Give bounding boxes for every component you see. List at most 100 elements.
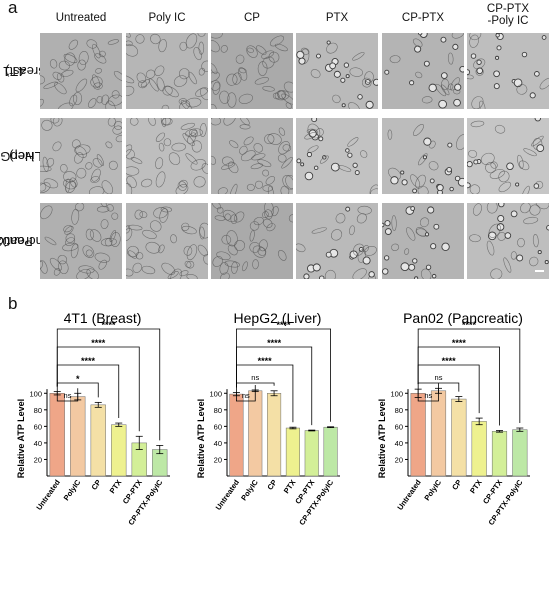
significance-label: ns	[251, 373, 259, 382]
x-tick-label: PolyIC	[239, 478, 260, 503]
significance-bracket	[417, 364, 480, 414]
bar	[410, 393, 426, 477]
micrograph-column-label: CP-PTX	[401, 12, 445, 24]
y-axis-label: Relative ATP Level	[377, 399, 387, 478]
significance-label: ****	[258, 356, 273, 366]
micrograph-image	[467, 33, 549, 109]
micrograph-column-label: PTX	[325, 12, 349, 24]
significance-label: ****	[91, 338, 106, 348]
significance-bracket	[56, 328, 161, 441]
x-tick-label: Untreated	[34, 478, 62, 512]
significance-label: ****	[101, 320, 116, 330]
y-tick-label: 40	[395, 439, 403, 448]
chart-title: Pan02 (Pancreatic)	[403, 310, 523, 326]
micrograph-image	[296, 33, 378, 109]
x-tick-label: PolyIC	[62, 478, 83, 503]
micrograph-column-label: Untreated	[55, 12, 107, 24]
bar	[70, 396, 86, 477]
micrograph-image	[382, 33, 464, 109]
y-tick-label: 20	[34, 455, 42, 464]
y-tick-label: 60	[395, 422, 403, 431]
micrograph-image	[126, 203, 208, 279]
micrograph-column-label: CP-PTX -Poly IC	[486, 3, 530, 27]
bar	[49, 393, 65, 477]
bar	[430, 390, 447, 477]
y-axis-label: Relative ATP Level	[16, 399, 26, 478]
micrograph-image	[467, 203, 549, 279]
bar	[491, 431, 508, 477]
bar	[267, 393, 282, 477]
micrograph-column-label: Poly IC	[148, 12, 186, 24]
y-tick-label: 60	[214, 422, 222, 431]
y-tick-label: 40	[214, 439, 222, 448]
micrograph-image	[126, 33, 208, 109]
y-tick-label: 80	[34, 406, 42, 415]
bar	[248, 390, 263, 477]
bar	[323, 426, 338, 477]
x-tick-label: CP	[90, 478, 103, 492]
y-tick-label: 100	[390, 389, 403, 398]
x-tick-label: PTX	[468, 478, 484, 495]
significance-label: ****	[267, 338, 282, 348]
x-tick-label: PolyIC	[422, 478, 443, 503]
significance-bracket	[236, 328, 331, 422]
x-tick-label: Untreated	[214, 478, 242, 512]
micrograph-row-label: Pan02(Pancreatic)	[0, 234, 63, 249]
bar	[90, 404, 106, 477]
y-tick-label: 20	[214, 455, 222, 464]
y-tick-label: 100	[29, 389, 42, 398]
significance-bracket	[417, 383, 439, 402]
significance-label: ****	[462, 320, 477, 330]
y-tick-label: 80	[395, 406, 403, 415]
micrograph-row-label: 4T1 (Breast)	[2, 64, 52, 79]
significance-label: ns	[435, 373, 443, 382]
micrograph-image	[40, 33, 122, 109]
significance-bracket	[56, 386, 79, 402]
y-tick-label: 80	[214, 406, 222, 415]
micrograph-image	[382, 118, 464, 194]
panel-a-label: a	[8, 0, 18, 17]
bar	[471, 421, 487, 477]
micrograph-image	[40, 118, 122, 194]
panel-b-label: b	[8, 294, 18, 313]
x-tick-label: PTX	[282, 478, 298, 495]
micrograph-image	[40, 203, 122, 279]
bar	[111, 424, 127, 477]
y-tick-label: 60	[34, 422, 42, 431]
significance-bracket	[236, 384, 256, 402]
chart-title: 4T1 (Breast)	[64, 310, 142, 326]
y-tick-label: 40	[34, 439, 42, 448]
significance-bracket	[417, 328, 521, 424]
x-tick-label: CP	[265, 478, 278, 492]
micrograph-image	[296, 118, 378, 194]
y-axis-label: Relative ATP Level	[196, 399, 206, 478]
micrograph-column-label: CP	[244, 12, 260, 24]
micrograph-image	[296, 203, 378, 279]
micrograph-image	[467, 118, 549, 194]
bar	[304, 430, 319, 477]
significance-label: ****	[452, 338, 467, 348]
bar	[285, 427, 300, 477]
significance-label: *	[76, 374, 80, 384]
micrograph-row-label: HepG2(Liver)	[0, 149, 47, 164]
micrograph-image	[211, 33, 293, 109]
x-tick-label: PTX	[108, 478, 124, 495]
x-tick-label: Untreated	[395, 478, 423, 512]
significance-label: ns	[64, 391, 72, 400]
y-tick-label: 100	[209, 389, 222, 398]
significance-label: ****	[81, 356, 96, 366]
micrograph-image	[382, 203, 464, 279]
significance-label: ****	[442, 356, 457, 366]
micrograph-image	[126, 118, 208, 194]
micrograph-image	[211, 118, 293, 194]
chart-title: HepG2 (Liver)	[234, 310, 322, 326]
x-tick-label: CP	[450, 478, 463, 492]
significance-label: ****	[276, 320, 291, 330]
micrograph-image	[211, 203, 293, 279]
significance-label: ns	[242, 391, 250, 400]
bar	[229, 393, 244, 477]
